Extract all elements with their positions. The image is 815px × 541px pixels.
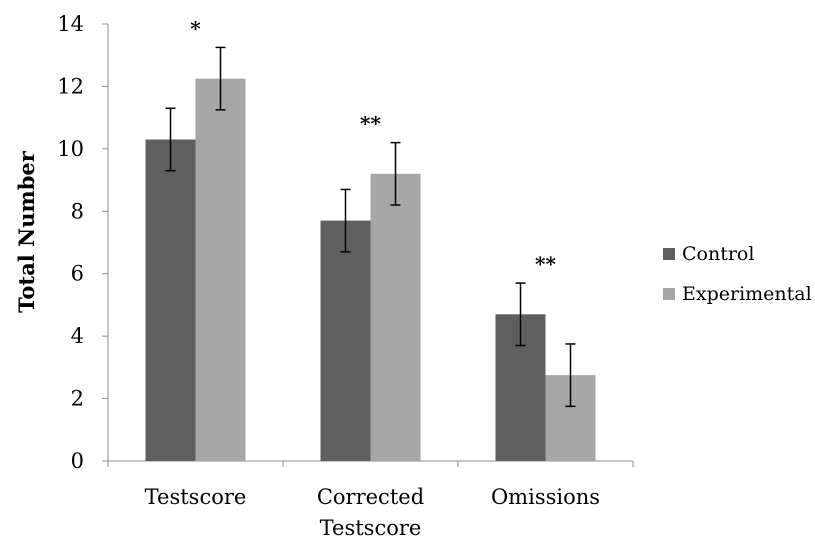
y-tick-label: 0 — [71, 449, 84, 473]
y-tick-label: 10 — [57, 137, 84, 161]
legend: Control Experimental — [663, 243, 812, 305]
y-tick-label: 14 — [57, 12, 84, 36]
legend-swatch-experimental — [663, 288, 675, 300]
bar-control-2 — [321, 221, 371, 461]
significance-marker: ** — [360, 112, 381, 136]
legend-swatch-control — [663, 248, 675, 260]
y-tick-label: 12 — [57, 74, 84, 98]
x-tick-label: Corrected Testscore — [317, 485, 424, 540]
significance-marker: * — [190, 16, 201, 40]
bar-control-1 — [146, 139, 196, 461]
x-tick-label: Testscore — [145, 485, 247, 509]
bar-experimental-2 — [371, 174, 421, 461]
plot-area: 0 2 4 6 8 10 12 14 * Testscore ** Corrected Testscor… — [57, 12, 633, 540]
y-axis-label: Total Number — [14, 150, 39, 313]
significance-marker: ** — [535, 252, 556, 276]
y-tick-label: 6 — [71, 262, 84, 286]
y-tick-label: 4 — [71, 324, 84, 348]
x-tick-label: Omissions — [491, 485, 600, 509]
y-tick-label: 8 — [71, 199, 84, 223]
legend-label-control: Control — [682, 243, 754, 265]
y-tick-label: 2 — [71, 387, 84, 411]
bar-experimental-1 — [196, 79, 246, 461]
legend-label-experimental: Experimental — [682, 283, 812, 305]
